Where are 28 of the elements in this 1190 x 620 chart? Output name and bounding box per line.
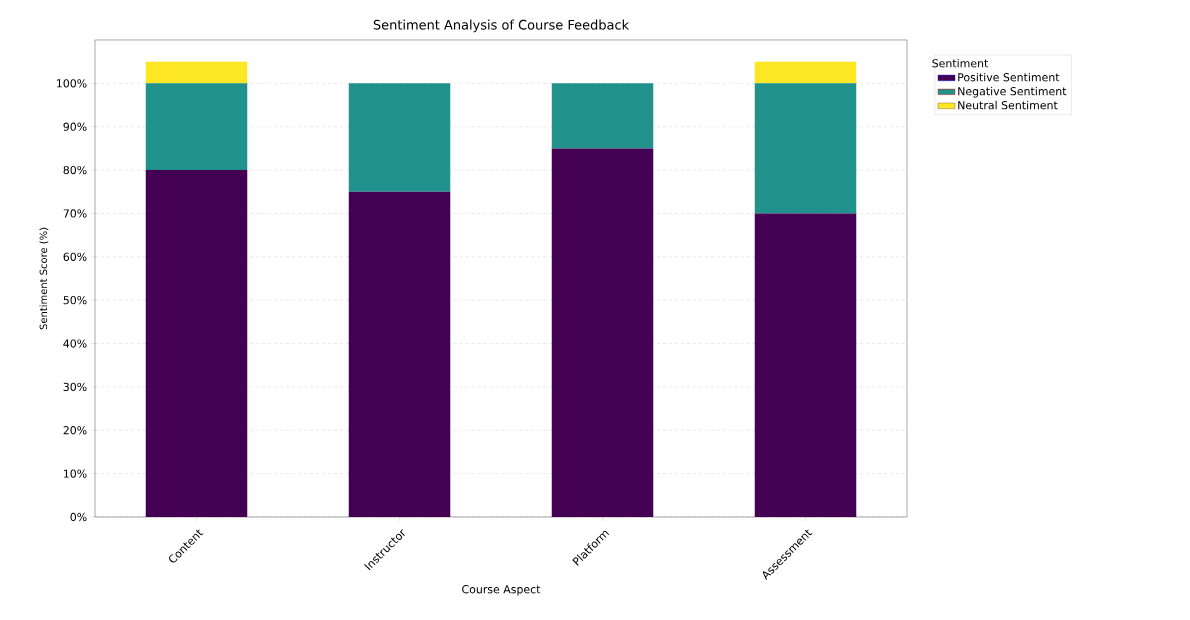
- bar: [754, 61, 857, 84]
- y-tick-label: 90%: [63, 122, 87, 131]
- bar: [551, 83, 654, 149]
- chart-title: Sentiment Analysis of Course Feedback: [373, 19, 630, 33]
- y-tick-label: 20%: [63, 426, 87, 435]
- bar: [754, 213, 857, 517]
- legend-title: Sentiment: [932, 58, 989, 68]
- y-tick-label: 50%: [63, 296, 87, 305]
- y-tick-label: 0%: [70, 512, 87, 522]
- bar: [551, 148, 654, 517]
- y-tick-label: 60%: [63, 252, 87, 261]
- y-tick-label: 80%: [63, 165, 87, 175]
- bar: [145, 61, 248, 84]
- legend-label: Neutral Sentiment: [958, 100, 1058, 110]
- bar: [348, 191, 451, 517]
- y-tick-label: 10%: [64, 469, 87, 478]
- legend-label: Positive Sentiment: [958, 72, 1060, 82]
- bar: [145, 170, 248, 517]
- y-tick-label: 100%: [57, 79, 87, 88]
- x-axis-title: Course Aspect: [462, 585, 541, 596]
- y-axis-title: Sentiment Score (%): [39, 227, 49, 330]
- legend-label: Negative Sentiment: [958, 86, 1067, 98]
- bar: [145, 83, 248, 171]
- y-tick-label: 30%: [63, 382, 87, 392]
- bar: [348, 83, 451, 192]
- bar: [754, 83, 857, 214]
- y-tick-label: 70%: [63, 209, 87, 218]
- y-tick-label: 40%: [63, 339, 87, 348]
